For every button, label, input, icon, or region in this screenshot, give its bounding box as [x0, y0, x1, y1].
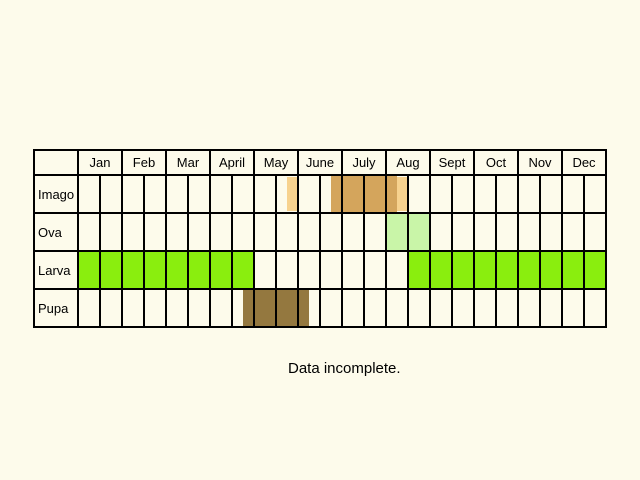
month-label: Oct: [486, 155, 507, 170]
month-label: June: [306, 155, 334, 170]
stage-label-imago: Imago: [38, 187, 74, 202]
data-note: Data incomplete.: [288, 360, 401, 377]
stage-fill-imago-edge-right: [397, 177, 408, 211]
stage-label-pupa: Pupa: [38, 301, 69, 316]
stage-fill-larva-1: [408, 252, 606, 288]
month-label: Sept: [439, 155, 466, 170]
grid-labels: Jan Feb Mar April May June July Aug Sept Oct Nov De…: [38, 155, 596, 316]
month-label: Nov: [528, 155, 552, 170]
stage-fill-imago-edge-left: [287, 177, 298, 211]
month-label: Jan: [90, 155, 111, 170]
month-label: Dec: [572, 155, 596, 170]
stage-label-larva: Larva: [38, 263, 71, 278]
month-label: Aug: [396, 155, 419, 170]
stage-label-ova: Ova: [38, 225, 63, 240]
month-label: May: [264, 155, 289, 170]
grid-lines: [33, 149, 607, 328]
month-label: April: [219, 155, 245, 170]
month-label: Feb: [133, 155, 155, 170]
month-label: Mar: [177, 155, 200, 170]
month-label: July: [352, 155, 376, 170]
